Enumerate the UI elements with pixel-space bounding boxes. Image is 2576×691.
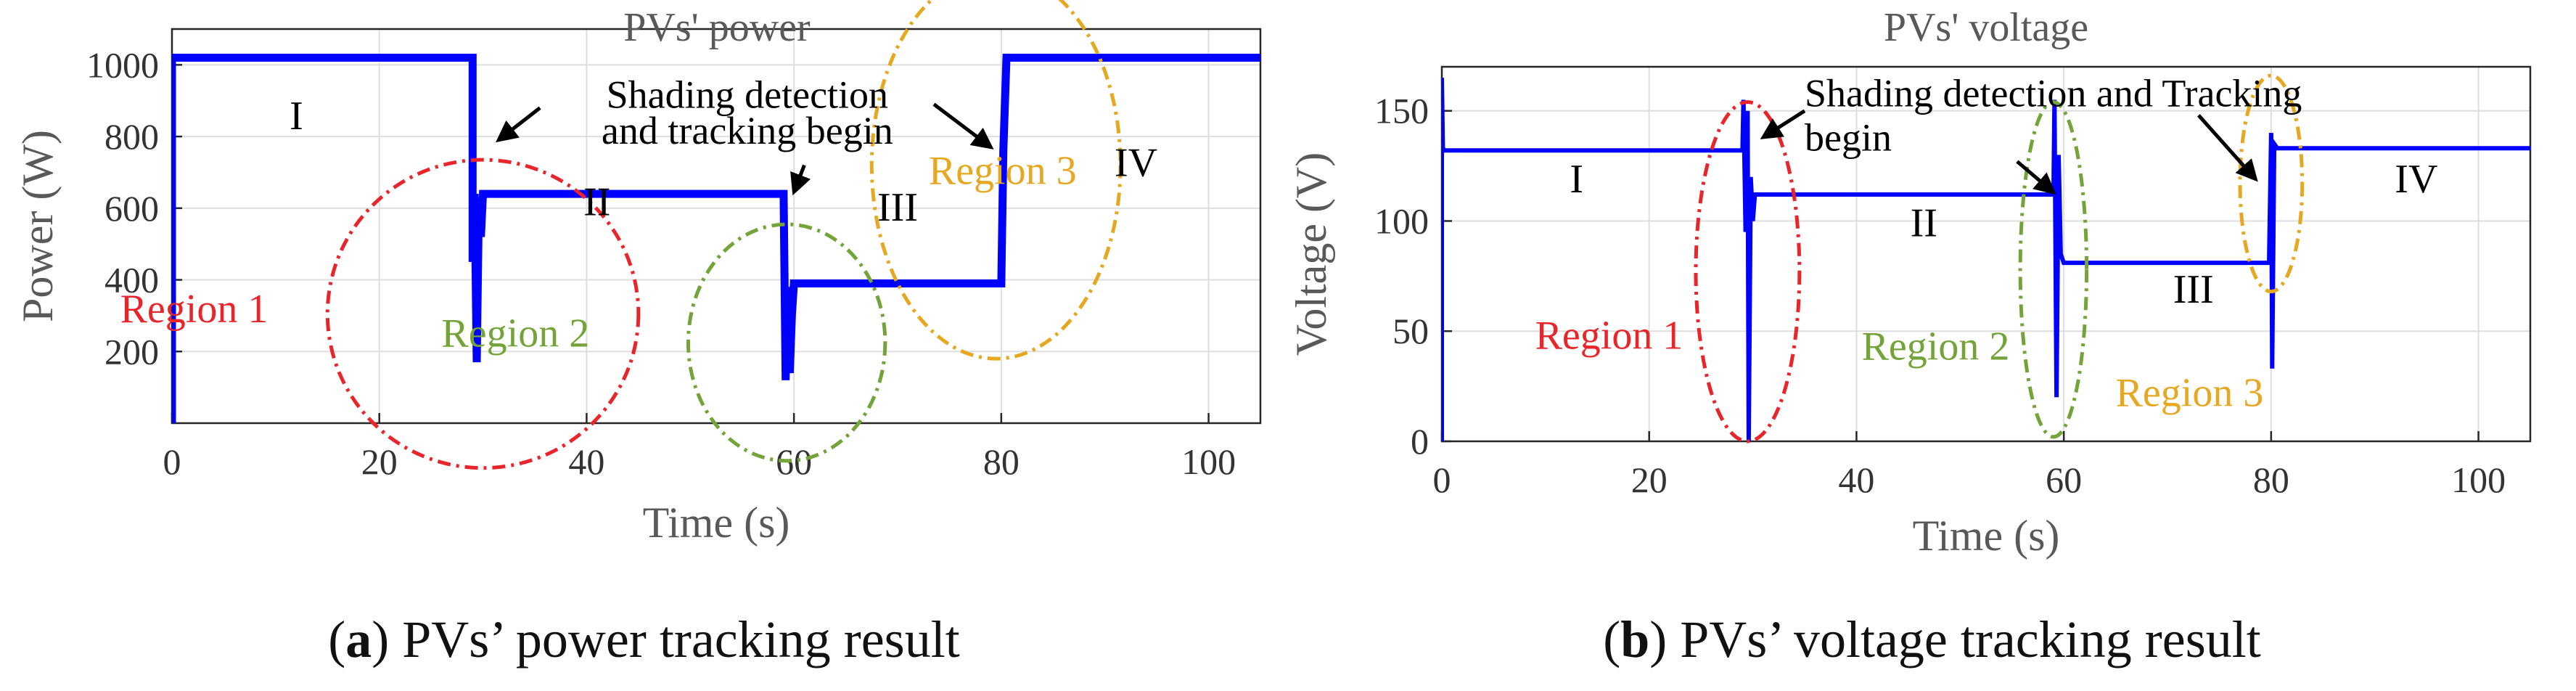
y-axis-label: Voltage (V) [1287,152,1335,356]
x-tick-label: 100 [2451,459,2506,500]
voltage-chart: 0 20 40 60 80 100 0 50 100 150 PVs' voltage Time (s… [1287,5,2532,560]
caption-power-letter: a [345,610,372,668]
y-tick-label: 1000 [86,44,159,85]
region-numeral: I [290,94,303,139]
caption-power: (a) PVs’ power tracking result [0,610,1288,670]
annotation-arrow [2016,160,2056,195]
region-label-2: Region 2 [441,311,589,356]
y-tick-label: 200 [104,331,159,372]
annotation-arrow [790,164,811,196]
x-tick-label: 20 [361,441,398,482]
chart-title: PVs' voltage [1884,5,2088,50]
chart-panel-voltage: 0 20 40 60 80 100 0 50 100 150 PVs' voltage Time (s… [1287,0,2576,691]
y-tick-label: 600 [104,188,159,229]
y-tick-label: 800 [104,116,159,157]
annotation-arrow [932,102,994,150]
region-numeral: III [2173,267,2214,312]
region-numeral: II [1911,201,1937,246]
x-tick-label: 80 [983,441,1020,482]
y-tick-label: 150 [1374,91,1429,131]
annotation-line-1: Shading detection and Tracking [1805,72,2302,115]
region-ellipse-1 [325,158,641,470]
x-tick-label: 40 [1838,459,1874,500]
region-numeral: IV [2395,157,2437,202]
caption-voltage-text: ) PVs’ voltage tracking result [1649,610,2261,668]
region-numeral: I [1570,157,1583,202]
x-tick-label: 0 [163,441,181,482]
x-tick-label: 40 [568,441,604,482]
x-axis-label: Time (s) [643,499,790,547]
region-label-1: Region 1 [1535,314,1683,359]
region-numeral: IV [1115,140,1157,185]
annotation-line-2: and tracking begin [602,109,893,152]
y-tick-label: 0 [1411,421,1429,462]
region-ellipse-2 [686,222,887,463]
x-tick-label: 60 [2046,459,2082,500]
y-axis-label: Power (W) [14,130,62,322]
caption-voltage: (b) PVs’ voltage tracking result [1288,610,2576,670]
region-ellipse-3 [869,0,1123,361]
annotation-arrow [1760,109,1806,139]
chart-title: PVs' power [623,5,811,50]
annotation-arrow [2196,114,2258,182]
caption-power-open: ( [328,610,346,668]
caption-power-text: ) PVs’ power tracking result [372,610,960,668]
region-label-1: Region 1 [120,287,268,332]
region-numeral: II [583,180,610,225]
x-axis-label: Time (s) [1913,512,2060,560]
region-label-3: Region 3 [929,148,1077,193]
region-ellipse-1 [1694,100,1802,443]
x-tick-label: 80 [2253,459,2289,500]
region-numeral: III [877,185,918,230]
series-line-voltage [1442,78,2530,441]
region-ellipse-2 [2018,100,2089,439]
x-tick-label: 20 [1631,459,1668,500]
x-tick-label: 100 [1181,441,1236,482]
y-tick-label: 100 [1374,200,1429,241]
annotation-arrow [496,106,541,143]
caption-voltage-open: ( [1603,610,1621,668]
region-ellipse-3 [2238,73,2305,294]
plot-frame [1440,65,2532,443]
annotation-line-1: Shading detection [607,73,888,117]
x-tick-label: 0 [1433,459,1451,500]
annotation-line-2: begin [1805,115,1892,159]
y-tick-label: 400 [104,260,159,300]
caption-voltage-letter: b [1620,610,1650,668]
y-tick-label: 50 [1392,311,1429,351]
region-label-3: Region 3 [2116,370,2264,415]
chart-panel-power: 0 20 40 60 80 100 200 400 600 800 1000 PVs' power Ti… [0,0,1288,670]
region-label-2: Region 2 [1862,324,2010,369]
